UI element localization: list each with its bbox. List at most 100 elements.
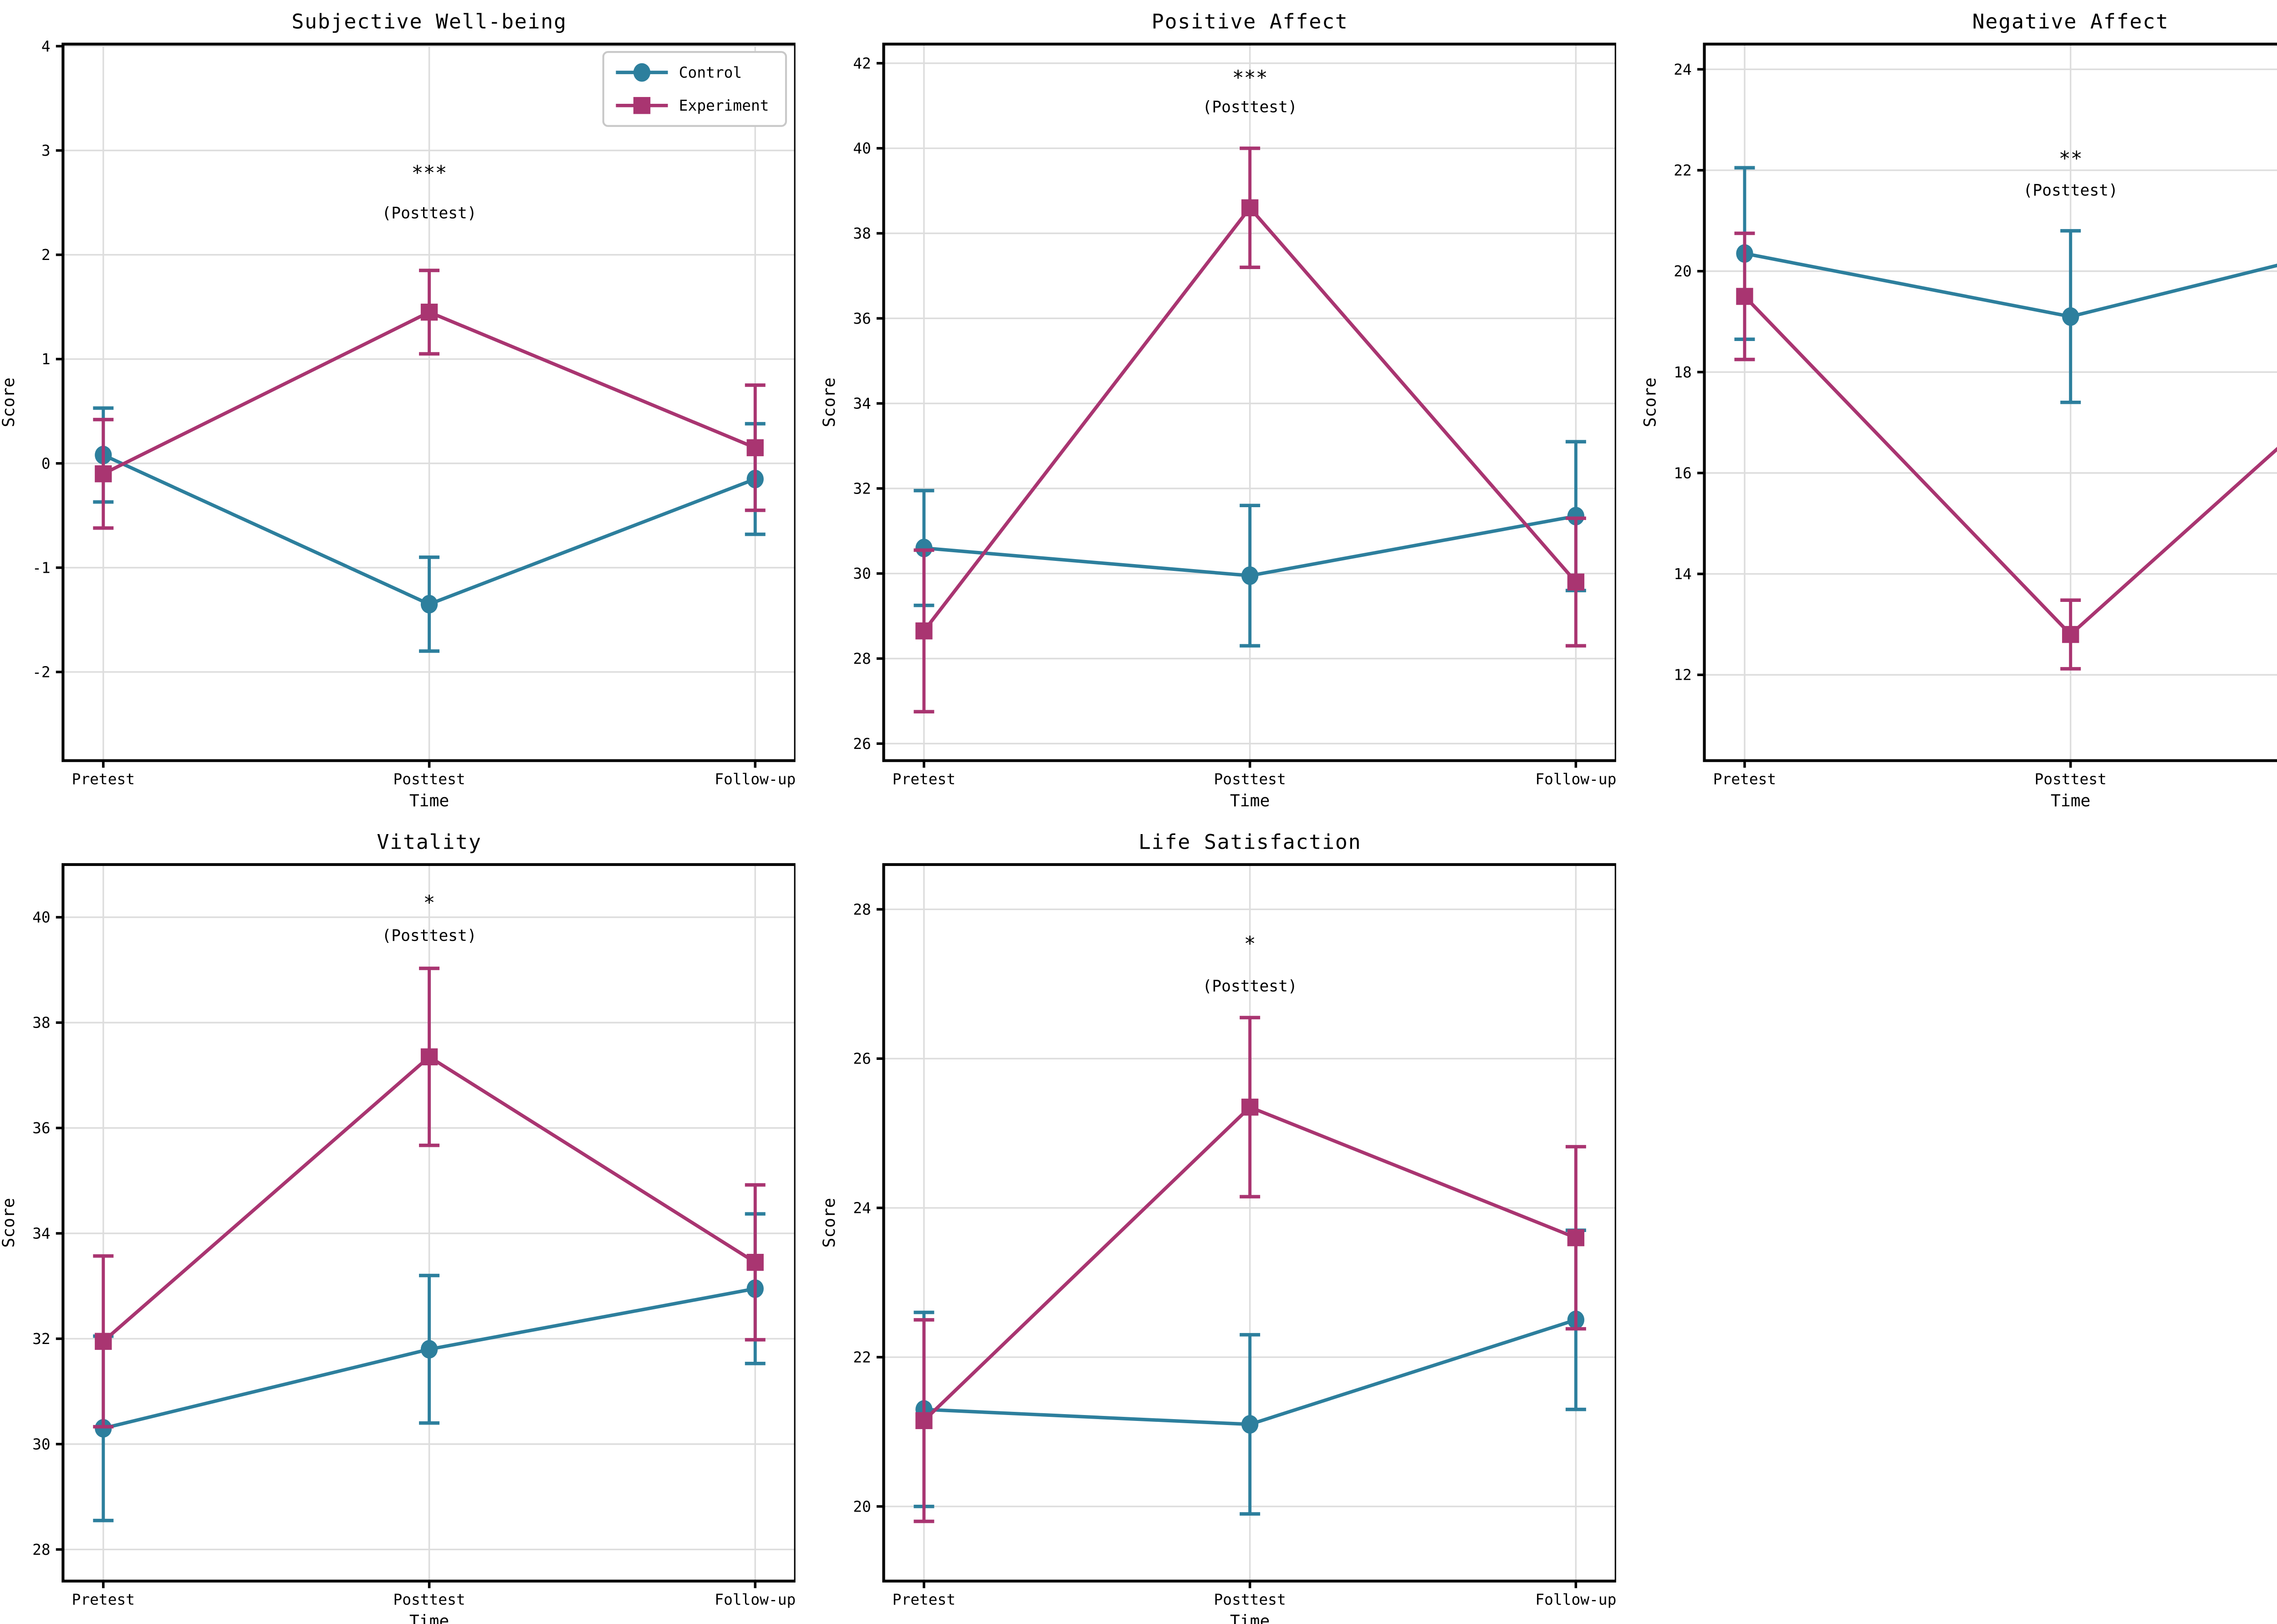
y-tick-label: 30	[853, 565, 871, 582]
square-marker	[746, 1253, 764, 1271]
legend-label-experiment: Experiment	[679, 97, 769, 114]
significance-note: (Posttest)	[2023, 181, 2118, 199]
series-experiment	[93, 269, 766, 530]
x-axis-label: Time	[1230, 791, 1270, 810]
square-marker	[95, 465, 112, 483]
y-tick-label: 38	[853, 225, 871, 242]
y-tick-label: 4	[41, 38, 51, 55]
y-tick-label: 36	[853, 310, 871, 327]
y-tick-label: 40	[853, 140, 871, 157]
x-tick-label: Follow-up	[715, 771, 795, 788]
subplot-positive-affect: 26 28 30 32 34 36 38 40 42 Pretest Posttest Follow-…	[821, 0, 1616, 811]
y-tick-label: 34	[853, 395, 871, 412]
y-tick-label: -1	[32, 559, 51, 576]
y-tick-label: 14	[1674, 565, 1692, 583]
square-marker	[1736, 288, 1753, 305]
circle-marker	[420, 1340, 438, 1359]
x-tick-label: Pretest	[1713, 771, 1776, 788]
subplot-life-satisfaction: 20 22 24 26 28 Pretest Posttest Follow-up Life S…	[821, 820, 1616, 1624]
circle-marker	[420, 595, 438, 614]
y-axis-label: Score	[1641, 377, 1659, 427]
y-tick-label: 32	[853, 480, 871, 497]
y-tick-label: 40	[32, 909, 51, 926]
significance-note: (Posttest)	[1203, 977, 1297, 996]
chart-title: Subjective Well-being	[291, 9, 567, 33]
y-tick-label: 16	[1674, 464, 1692, 482]
x-tick-label: Pretest	[72, 771, 135, 788]
square-marker	[420, 1048, 438, 1065]
y-tick-label: 18	[1674, 364, 1692, 381]
circle-marker	[1241, 566, 1259, 585]
y-tick-label: 12	[1674, 667, 1692, 684]
square-marker	[746, 439, 764, 457]
chart-svg-subjective-well-being: -2 -1 0 1 2 3 4 Pretest Posttest Follow-up Subject…	[0, 9, 796, 810]
x-tick-label: Posttest	[2035, 771, 2107, 788]
y-tick-label: 34	[32, 1225, 51, 1242]
significance-stars: **	[2059, 148, 2083, 170]
significance-note: (Posttest)	[382, 927, 476, 945]
significance-stars: ***	[1232, 67, 1268, 90]
plot-area	[1704, 44, 2277, 761]
y-tick-label: 3	[41, 142, 51, 159]
x-tick-label: Posttest	[393, 771, 465, 788]
x-tick-label: Follow-up	[1535, 1591, 1616, 1609]
y-tick-label: 38	[32, 1014, 51, 1032]
x-tick-label: Pretest	[72, 1591, 135, 1609]
y-tick-label: 26	[853, 1050, 871, 1068]
x-tick-label: Posttest	[1214, 771, 1286, 788]
significance-stars: ***	[412, 162, 447, 185]
y-tick-label: 22	[1674, 162, 1692, 179]
y-tick-label: 28	[853, 901, 871, 918]
x-tick-label: Follow-up	[1535, 771, 1616, 788]
significance-stars: *	[1244, 932, 1256, 955]
chart-svg-positive-affect: 26 28 30 32 34 36 38 40 42 Pretest Posttest Follow-…	[821, 9, 1616, 810]
y-tick-label: 20	[853, 1498, 871, 1515]
y-axis-label: Score	[0, 1198, 18, 1247]
y-tick-label: 24	[853, 1200, 871, 1217]
chart-svg-negative-affect: 12141618202224PretestPosttestFollow-upNe…	[1641, 9, 2277, 810]
legend-circle-marker	[633, 63, 651, 82]
x-tick-label: Follow-up	[715, 1591, 795, 1609]
series-experiment	[1734, 231, 2277, 671]
x-axis-label: Time	[409, 791, 449, 810]
subplot-negative-affect: 12141618202224PretestPosttestFollow-upNe…	[1641, 0, 2277, 811]
square-marker	[1567, 573, 1585, 591]
significance-stars: *	[424, 891, 435, 914]
series-experiment	[914, 146, 1586, 714]
square-marker	[95, 1333, 112, 1350]
legend-square-marker	[633, 97, 651, 114]
circle-marker	[2062, 307, 2079, 326]
significance-note: (Posttest)	[1203, 98, 1297, 116]
legend-box	[602, 51, 787, 127]
chart-title: Life Satisfaction	[1138, 830, 1362, 854]
square-marker	[1567, 1229, 1585, 1247]
y-tick-label: 42	[853, 55, 871, 72]
y-tick-label: 28	[853, 650, 871, 667]
y-tick-label: 1	[41, 351, 51, 368]
square-marker	[1241, 199, 1259, 217]
series-experiment	[914, 1016, 1586, 1523]
y-axis-label: Score	[821, 377, 839, 427]
square-marker	[2062, 626, 2079, 643]
x-axis-label: Time	[1230, 1611, 1270, 1624]
square-marker	[915, 1412, 933, 1429]
y-tick-label: 22	[853, 1349, 871, 1366]
circle-marker	[915, 539, 933, 558]
subplot-vitality: 28 30 32 34 36 38 40 Pretest Posttest Follow-up Vi…	[0, 820, 796, 1624]
chart-title: Vitality	[377, 830, 481, 854]
chart-svg-vitality: 28 30 32 34 36 38 40 Pretest Posttest Follow-up Vi…	[0, 830, 796, 1624]
y-tick-label: 24	[1674, 61, 1692, 78]
series-experiment	[93, 967, 766, 1429]
y-axis-label: Score	[821, 1198, 839, 1247]
circle-marker	[1241, 1415, 1259, 1434]
x-axis-label: Time	[409, 1611, 449, 1624]
y-tick-label: 26	[853, 735, 871, 753]
subplot-subjective-well-being: -2 -1 0 1 2 3 4 Pretest Posttest Follow-up Subject…	[0, 0, 796, 811]
chart-title: Positive Affect	[1152, 9, 1348, 33]
y-tick-label: 2	[41, 246, 51, 264]
legend-label-control: Control	[679, 64, 742, 81]
x-tick-label: Pretest	[893, 771, 955, 788]
circle-marker	[1567, 507, 1585, 526]
